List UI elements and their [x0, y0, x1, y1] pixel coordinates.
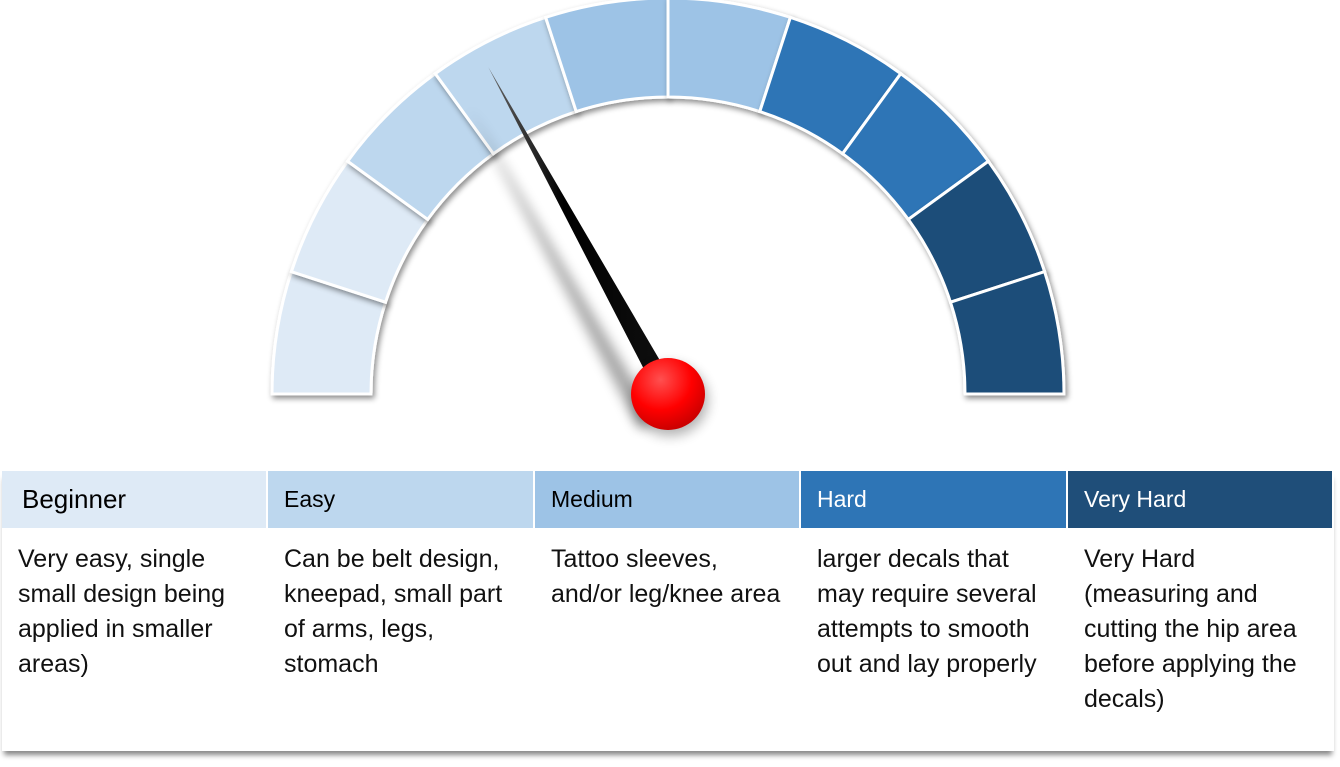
description-beginner: Very easy, single small design being app…	[18, 545, 226, 678]
header-very-hard: Very Hard	[1068, 471, 1334, 528]
needle-shadow	[468, 107, 657, 429]
needle-hub	[631, 358, 705, 430]
description-medium: Tattoo sleeves, and/or leg/knee area	[551, 545, 781, 608]
difficulty-gauge	[270, 0, 1066, 436]
header-medium: Medium	[535, 471, 801, 528]
difficulty-table: Beginner Easy Medium Hard Very Hard Very…	[2, 471, 1334, 751]
header-hard: Hard	[801, 471, 1068, 528]
description-very-hard: Very Hard (measuring and cutting the hip…	[1084, 545, 1297, 713]
description-easy: Can be belt design, kneepad, small part …	[284, 545, 503, 678]
gauge-segment-10	[948, 269, 1066, 396]
needle	[488, 67, 677, 399]
description-hard: larger decals that may require several a…	[817, 545, 1037, 678]
header-beginner: Beginner	[2, 471, 268, 528]
header-easy: Easy	[268, 471, 535, 528]
